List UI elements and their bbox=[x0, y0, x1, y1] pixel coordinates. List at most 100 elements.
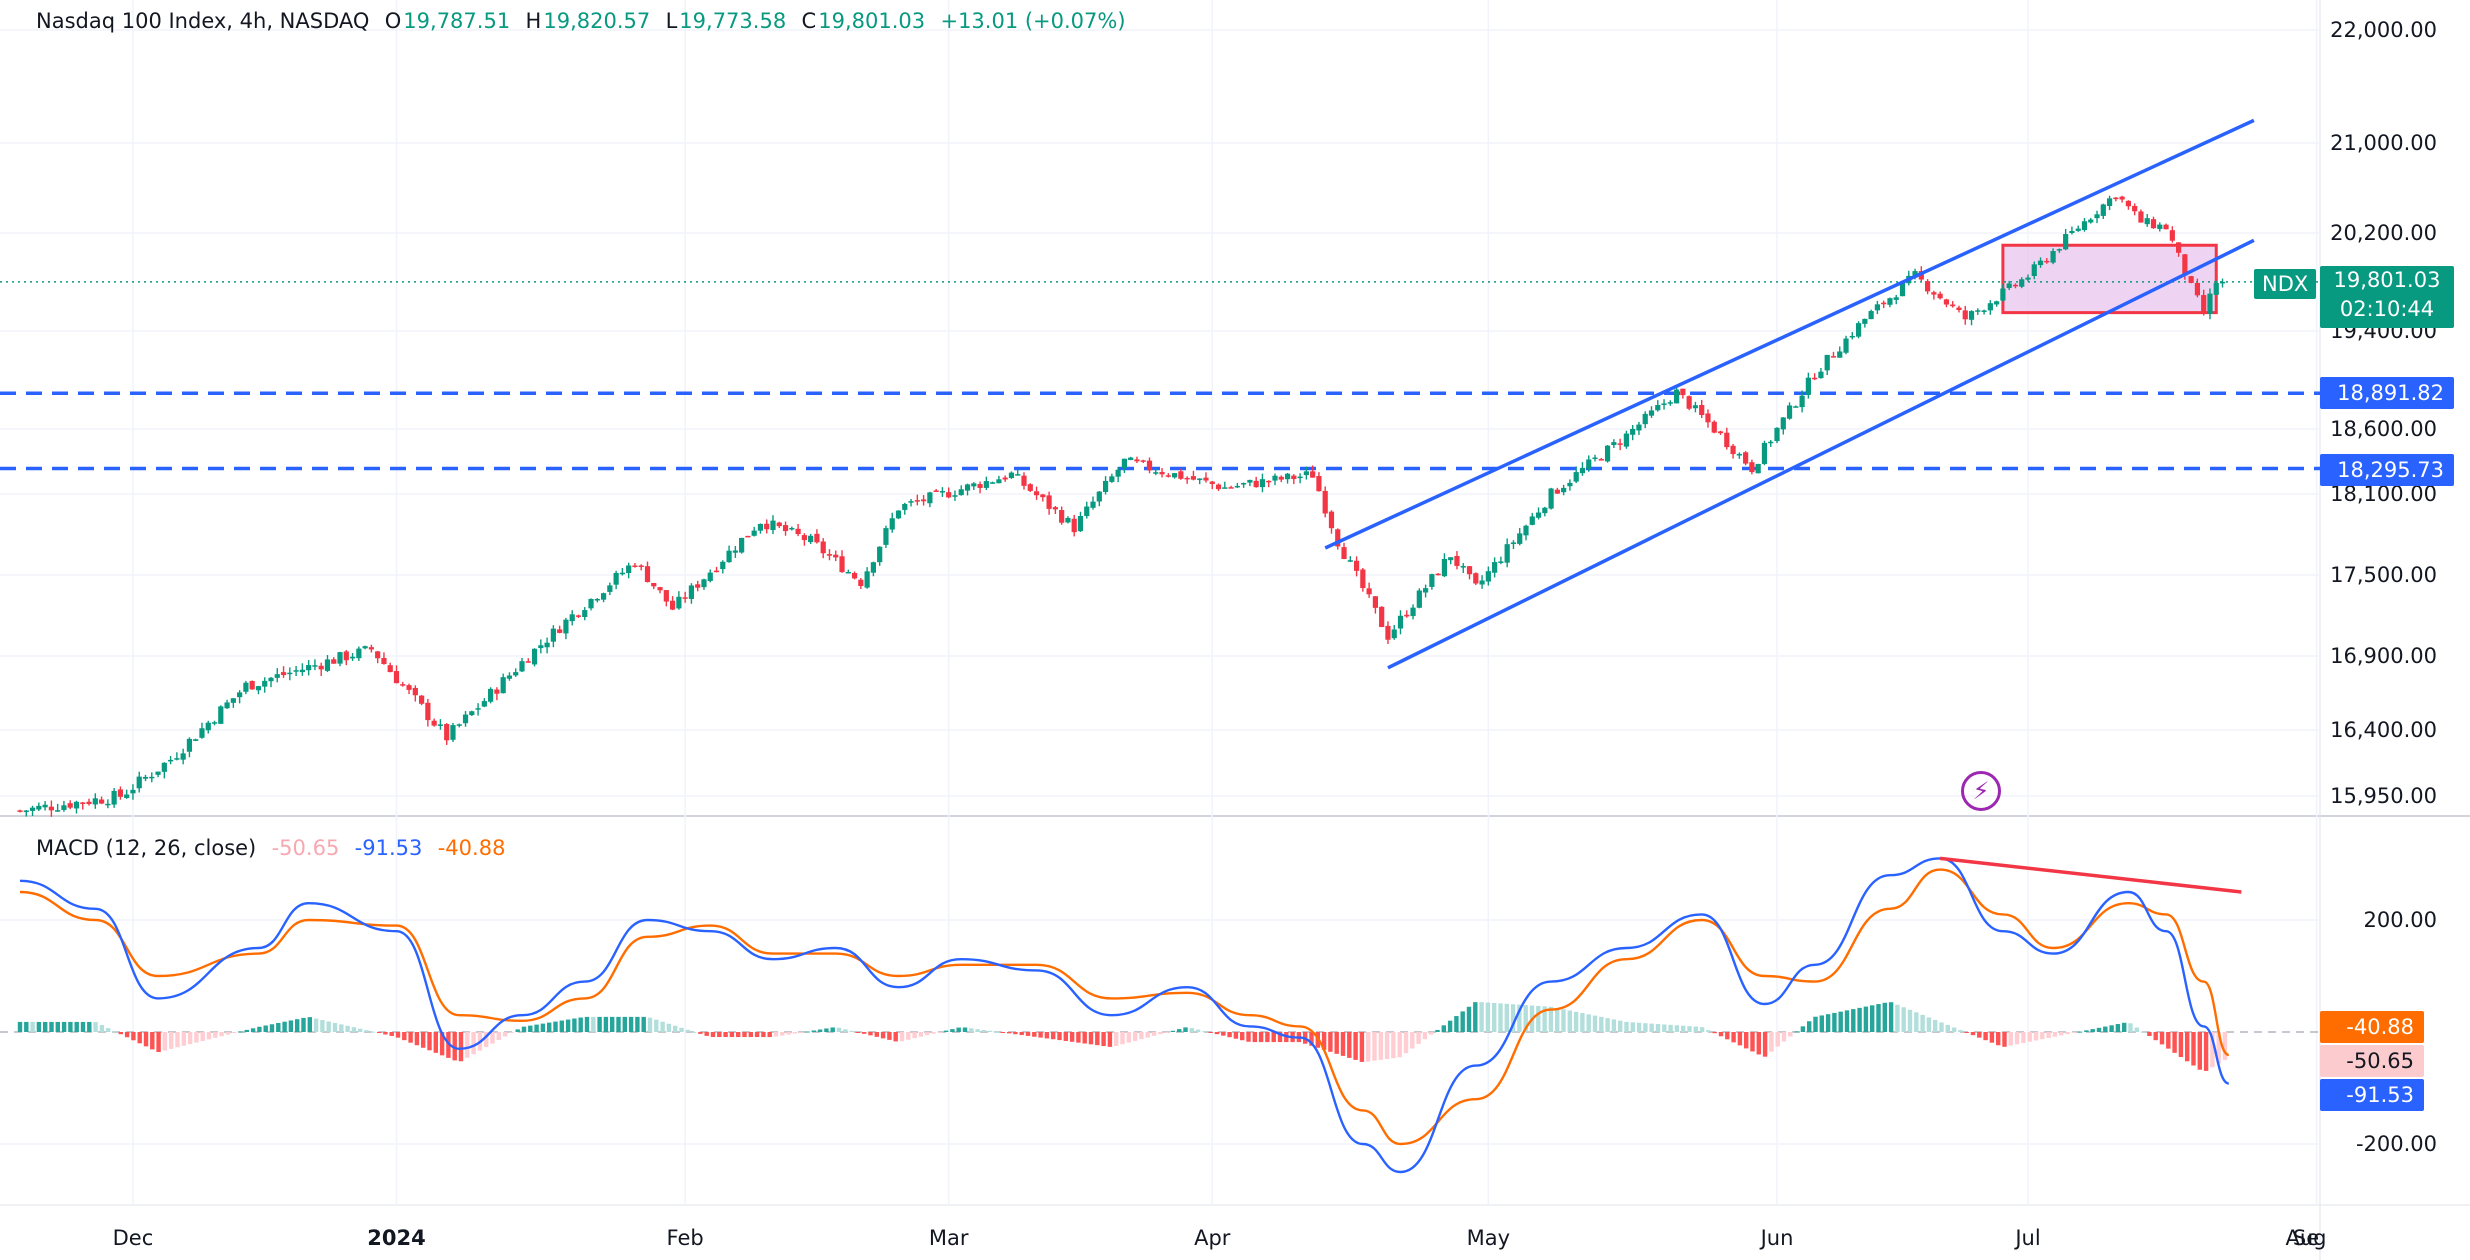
candle-body bbox=[1077, 516, 1084, 532]
open-value: 19,787.51 bbox=[403, 9, 511, 33]
macd-hist-bar bbox=[2109, 1025, 2114, 1032]
macd-hist-bar bbox=[213, 1032, 218, 1038]
macd-hist-bar bbox=[1851, 1009, 1856, 1032]
macd-hist-bar bbox=[99, 1025, 105, 1032]
candle-body bbox=[500, 677, 506, 694]
macd-hist-bar bbox=[805, 1031, 810, 1033]
macd-hist-bar bbox=[565, 1019, 571, 1032]
candle-body bbox=[117, 789, 123, 797]
candle-body bbox=[1837, 351, 1843, 358]
candle-body bbox=[870, 562, 876, 573]
macd-hist-bar bbox=[1504, 1003, 1509, 1032]
macd-hist-bar bbox=[981, 1029, 987, 1032]
macd-hist-bar bbox=[206, 1032, 212, 1040]
candle-body bbox=[851, 573, 858, 579]
candle-body bbox=[739, 537, 745, 553]
candle-body bbox=[444, 724, 450, 741]
candle-body bbox=[1347, 560, 1353, 562]
candle-body bbox=[136, 776, 142, 789]
macd-hist-bar bbox=[1460, 1011, 1465, 1032]
candle-body bbox=[1510, 542, 1517, 545]
y-tick-label: 17,500.00 bbox=[2330, 563, 2437, 587]
candle-body bbox=[299, 669, 305, 673]
macd-hist-bar bbox=[1573, 1011, 1579, 1032]
candle-body bbox=[1372, 596, 1378, 608]
macd-hist-bar bbox=[1592, 1015, 1598, 1032]
bar-countdown: 02:10:44 bbox=[2339, 297, 2435, 321]
macd-hist-bar bbox=[628, 1016, 634, 1032]
candle-body bbox=[1617, 443, 1623, 445]
macd-hist-bar bbox=[1725, 1032, 1730, 1040]
candle-body bbox=[801, 535, 807, 541]
macd-hist-bar bbox=[962, 1027, 968, 1032]
channel-upper-line bbox=[1324, 118, 2255, 550]
candle-body bbox=[2012, 284, 2019, 287]
candle-body bbox=[776, 522, 782, 527]
macd-line-tag: -91.53 bbox=[2320, 1079, 2424, 1111]
candle-body bbox=[952, 495, 958, 497]
macd-hist-bar bbox=[1832, 1012, 1837, 1032]
candle-body bbox=[406, 685, 412, 690]
macd-hist-bar bbox=[1901, 1007, 1906, 1032]
macd-hist-bar bbox=[2027, 1032, 2032, 1042]
macd-hist-bar bbox=[1907, 1009, 1913, 1032]
macd-hist-bar bbox=[1309, 1032, 1314, 1046]
macd-hist-bar bbox=[597, 1016, 602, 1032]
x-tick-label: Mar bbox=[929, 1226, 969, 1250]
macd-hist-bar bbox=[748, 1032, 753, 1038]
macd-hist-bar bbox=[1813, 1016, 1818, 1032]
macd-hist-bar bbox=[1744, 1032, 1749, 1049]
candle-body bbox=[450, 725, 456, 740]
macd-hist-bar bbox=[2134, 1027, 2139, 1032]
macd-hist-bar bbox=[1410, 1032, 1415, 1049]
candle-body bbox=[249, 681, 255, 690]
macd-hist-bar bbox=[87, 1021, 92, 1032]
candle-body bbox=[902, 503, 908, 510]
candle-body bbox=[2119, 196, 2125, 200]
macd-hist-bar bbox=[1517, 1004, 1522, 1032]
candle-body bbox=[638, 565, 644, 567]
candle-body bbox=[1284, 473, 1291, 480]
candle-body bbox=[67, 803, 73, 808]
candle-body bbox=[1623, 433, 1629, 447]
macd-hist-bar bbox=[2159, 1032, 2165, 1045]
candle-body bbox=[1736, 453, 1742, 456]
candle-body bbox=[86, 801, 92, 805]
candle-body bbox=[1059, 510, 1065, 523]
candle-body bbox=[1102, 480, 1109, 492]
candle-body bbox=[1153, 472, 1159, 474]
macd-hist-bar bbox=[118, 1032, 123, 1035]
candle-body bbox=[1899, 282, 1906, 297]
macd-hist-bar bbox=[1359, 1032, 1365, 1062]
macd-hist-bar bbox=[1183, 1027, 1188, 1032]
macd-hist-bar bbox=[622, 1016, 627, 1032]
candle-body bbox=[2044, 260, 2050, 263]
macd-hist-bar bbox=[307, 1017, 312, 1032]
candle-body bbox=[670, 600, 676, 610]
candle-body bbox=[1159, 472, 1165, 475]
candle-body bbox=[575, 615, 582, 617]
macd-hist-bar bbox=[1391, 1032, 1396, 1059]
candle-body bbox=[1686, 396, 1692, 409]
macd-hist-bar bbox=[830, 1027, 835, 1032]
macd-hist-bar bbox=[1429, 1032, 1434, 1035]
candle-body bbox=[1874, 304, 1880, 311]
candle-body bbox=[237, 692, 243, 698]
y-tick-label: 20,200.00 bbox=[2330, 221, 2437, 245]
candle-body bbox=[1567, 482, 1573, 487]
macd-hist-bar bbox=[1170, 1030, 1176, 1032]
candle-body bbox=[280, 672, 287, 676]
macd-divergence-line bbox=[1939, 856, 2242, 894]
candle-body bbox=[2207, 293, 2213, 314]
macd-hist-bar bbox=[471, 1032, 476, 1055]
candle-body bbox=[1460, 566, 1466, 568]
macd-hist-bar bbox=[169, 1032, 174, 1049]
macd-hist-bar bbox=[1126, 1032, 1131, 1043]
candle-body bbox=[1253, 480, 1259, 488]
candle-body bbox=[400, 684, 406, 686]
macd-hist-bar bbox=[2172, 1032, 2177, 1053]
macd-hist-bar bbox=[1454, 1016, 1459, 1032]
candle-body bbox=[1479, 580, 1485, 585]
flash-icon[interactable]: ⚡ bbox=[1961, 771, 2001, 811]
